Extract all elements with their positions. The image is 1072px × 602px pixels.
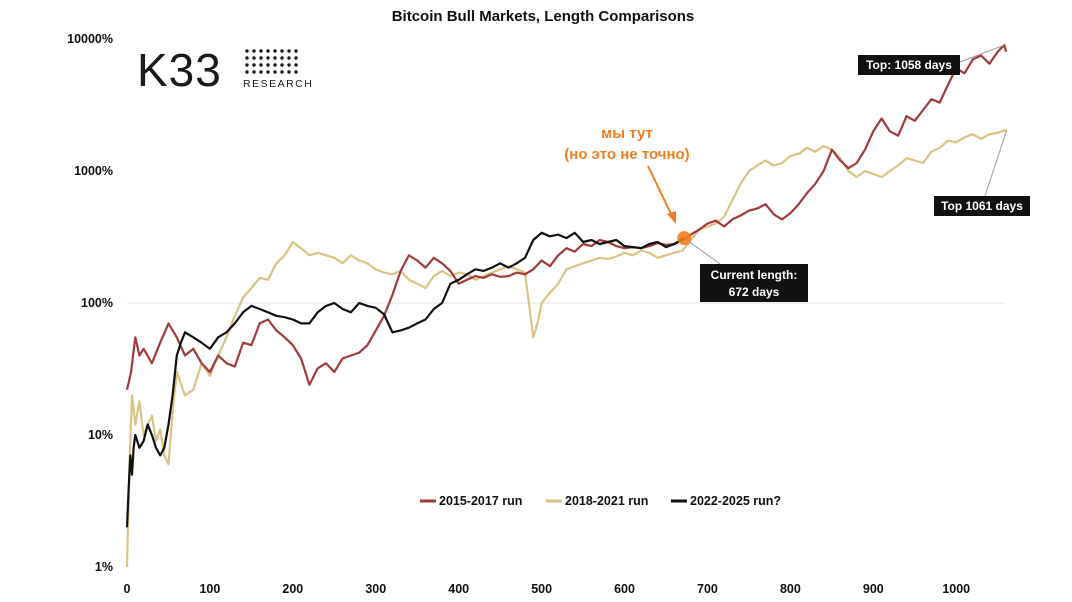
annotation-current-line2: 672 days [729, 285, 780, 299]
orange-arrow-head-icon [667, 211, 676, 224]
x-tick-label: 1000 [942, 582, 970, 596]
logo-dot [259, 56, 263, 60]
x-tick-label: 700 [697, 582, 718, 596]
chart-title: Bitcoin Bull Markets, Length Comparisons [392, 8, 695, 25]
orange-note-line1: мы тут [601, 125, 653, 142]
logo-dot [252, 49, 256, 53]
annotation-top-2015: Top: 1058 days [858, 44, 1005, 75]
logo-dot [259, 49, 263, 53]
logo-dot [273, 49, 277, 53]
x-tick-label: 900 [863, 582, 884, 596]
logo-sub: RESEARCH [243, 78, 313, 90]
orange-arrow-shaft [647, 165, 673, 217]
leader-current [683, 237, 721, 265]
leader-top-2018 [984, 129, 1008, 197]
annotation-top-2015-text: Top: 1058 days [866, 58, 952, 72]
logo-dot [280, 56, 284, 60]
series-lines [125, 43, 1008, 568]
logo-dot [294, 49, 298, 53]
legend-label: 2018-2021 run [565, 494, 648, 508]
logo-dot [294, 63, 298, 67]
x-tick-label: 600 [614, 582, 635, 596]
x-tick-label: 100 [199, 582, 220, 596]
logo-dot [280, 63, 284, 67]
y-axis-ticks: 1% 10% 100% 1000% 10000% [67, 32, 113, 574]
x-tick-label: 400 [448, 582, 469, 596]
y-tick-label: 100% [81, 296, 113, 310]
annotation-top-2018-text: Top 1061 days [941, 199, 1023, 213]
logo-dot [252, 56, 256, 60]
logo-dot [280, 70, 284, 74]
logo-dot [266, 56, 270, 60]
x-tick-label: 0 [124, 582, 131, 596]
legend-label: 2022-2025 run? [690, 494, 781, 508]
y-tick-label: 10000% [67, 32, 113, 46]
leader-top-2015 [959, 44, 1005, 63]
logo-dot [287, 70, 291, 74]
logo-dot [245, 63, 249, 67]
annotation-top-2018-box [934, 196, 1030, 216]
logo-dot [287, 56, 291, 60]
x-tick-label: 300 [365, 582, 386, 596]
annotation-top-2018: Top 1061 days [934, 129, 1030, 216]
logo-dot [259, 63, 263, 67]
legend-label: 2015-2017 run [439, 494, 522, 508]
logo-dot [252, 63, 256, 67]
series-line-2 [125, 128, 1008, 568]
series-line-3 [125, 231, 685, 528]
annotation-top-2015-box [858, 55, 960, 75]
x-tick-label: 200 [282, 582, 303, 596]
orange-note: мы тут (но это не точно) [564, 125, 692, 246]
y-tick-label: 10% [88, 428, 113, 442]
logo-dot [266, 49, 270, 53]
k33-logo: K33 RESEARCH [137, 44, 313, 96]
annotation-current-box [700, 264, 808, 302]
logo-dot [245, 70, 249, 74]
y-tick-label: 1% [95, 560, 113, 574]
logo-dot [294, 56, 298, 60]
logo-dots-icon [245, 49, 298, 74]
logo-dot [252, 70, 256, 74]
current-position-marker [677, 231, 692, 246]
series-line-1 [125, 43, 1008, 391]
logo-dot [273, 56, 277, 60]
logo-dot [287, 49, 291, 53]
annotation-current-line1: Current length: [711, 268, 798, 282]
x-tick-label: 800 [780, 582, 801, 596]
annotation-current: Current length: 672 days [683, 237, 808, 302]
y-tick-label: 1000% [74, 164, 113, 178]
logo-dot [294, 70, 298, 74]
x-axis-ticks: 0 100 200 300 400 500 600 700 800 900 1000 [124, 582, 971, 596]
logo-dot [273, 70, 277, 74]
logo-dot [287, 63, 291, 67]
logo-word: K33 [137, 44, 222, 96]
logo-dot [245, 49, 249, 53]
logo-dot [273, 63, 277, 67]
logo-dot [245, 56, 249, 60]
orange-note-line2: (но это не точно) [564, 146, 689, 163]
logo-dot [259, 70, 263, 74]
x-tick-label: 500 [531, 582, 552, 596]
logo-dot [280, 49, 284, 53]
logo-dot [266, 63, 270, 67]
logo-dot [266, 70, 270, 74]
legend: 2015-2017 run 2018-2021 run 2022-2025 run? [420, 494, 781, 508]
